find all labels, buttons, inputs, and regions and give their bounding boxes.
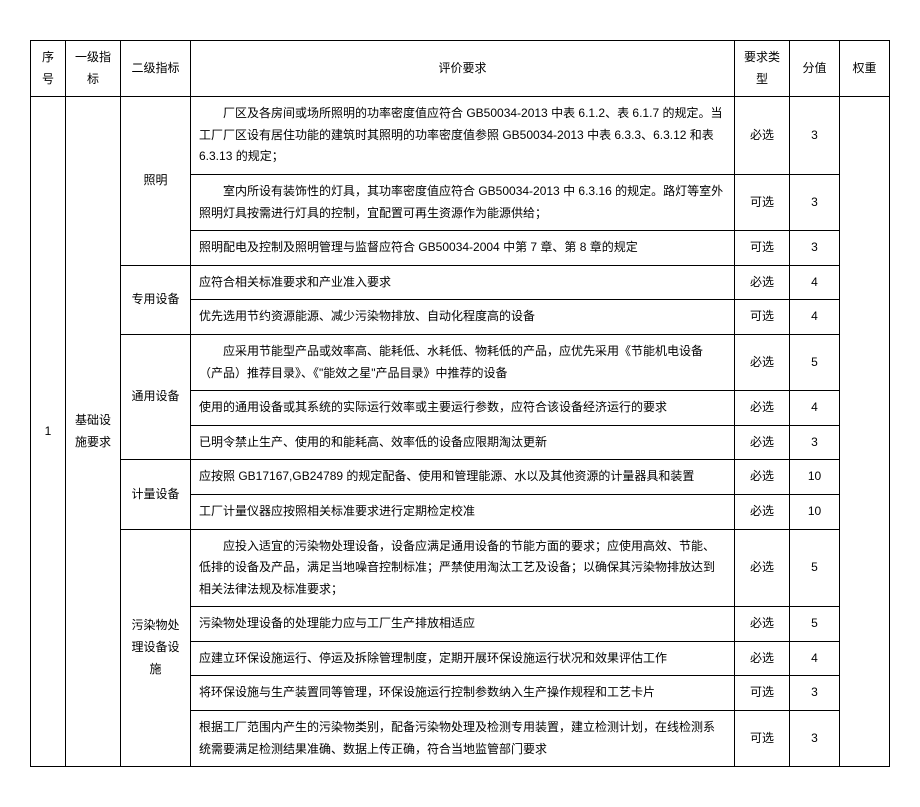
header-level1: 一级指标 — [66, 41, 121, 97]
reqtype-cell: 必选 — [735, 494, 790, 529]
header-score: 分值 — [790, 41, 840, 97]
requirement-cell: 污染物处理设备的处理能力应与工厂生产排放相适应 — [191, 607, 735, 642]
table-row: 污染物处理设备设施应投入适宜的污染物处理设备，设备应满足通用设备的节能方面的要求… — [31, 529, 890, 607]
reqtype-cell: 必选 — [735, 391, 790, 426]
level2-cell: 照明 — [121, 97, 191, 266]
score-cell: 4 — [790, 641, 840, 676]
score-cell: 3 — [790, 425, 840, 460]
score-cell: 5 — [790, 607, 840, 642]
requirement-cell: 厂区及各房间或场所照明的功率密度值应符合 GB50034-2013 中表 6.1… — [191, 97, 735, 175]
table-row: 计量设备应按照 GB17167,GB24789 的规定配备、使用和管理能源、水以… — [31, 460, 890, 495]
reqtype-cell: 可选 — [735, 174, 790, 230]
reqtype-cell: 必选 — [735, 265, 790, 300]
header-reqtype: 要求类型 — [735, 41, 790, 97]
score-cell: 3 — [790, 97, 840, 175]
requirement-cell: 工厂计量仪器应按照相关标准要求进行定期检定校准 — [191, 494, 735, 529]
reqtype-cell: 必选 — [735, 97, 790, 175]
level2-cell: 计量设备 — [121, 460, 191, 529]
table-row: 通用设备应采用节能型产品或效率高、能耗低、水耗低、物耗低的产品，应优先采用《节能… — [31, 334, 890, 390]
header-requirement: 评价要求 — [191, 41, 735, 97]
score-cell: 3 — [790, 174, 840, 230]
requirement-cell: 应建立环保设施运行、停运及拆除管理制度，定期开展环保设施运行状况和效果评估工作 — [191, 641, 735, 676]
reqtype-cell: 必选 — [735, 460, 790, 495]
requirement-cell: 优先选用节约资源能源、减少污染物排放、自动化程度高的设备 — [191, 300, 735, 335]
reqtype-cell: 可选 — [735, 676, 790, 711]
table-row: 专用设备应符合相关标准要求和产业准入要求必选4 — [31, 265, 890, 300]
reqtype-cell: 可选 — [735, 711, 790, 767]
score-cell: 5 — [790, 334, 840, 390]
score-cell: 3 — [790, 711, 840, 767]
requirement-cell: 使用的通用设备或其系统的实际运行效率或主要运行参数，应符合该设备经济运行的要求 — [191, 391, 735, 426]
reqtype-cell: 必选 — [735, 334, 790, 390]
weight-cell — [840, 97, 890, 767]
requirement-cell: 室内所设有装饰性的灯具，其功率密度值应符合 GB50034-2013 中 6.3… — [191, 174, 735, 230]
level2-cell: 专用设备 — [121, 265, 191, 334]
requirement-cell: 应按照 GB17167,GB24789 的规定配备、使用和管理能源、水以及其他资… — [191, 460, 735, 495]
reqtype-cell: 可选 — [735, 231, 790, 266]
score-cell: 3 — [790, 231, 840, 266]
requirement-cell: 照明配电及控制及照明管理与监督应符合 GB50034-2004 中第 7 章、第… — [191, 231, 735, 266]
reqtype-cell: 可选 — [735, 300, 790, 335]
score-cell: 4 — [790, 265, 840, 300]
score-cell: 4 — [790, 391, 840, 426]
requirement-cell: 将环保设施与生产装置同等管理，环保设施运行控制参数纳入生产操作规程和工艺卡片 — [191, 676, 735, 711]
header-weight: 权重 — [840, 41, 890, 97]
header-level2: 二级指标 — [121, 41, 191, 97]
header-row: 序号 一级指标 二级指标 评价要求 要求类型 分值 权重 — [31, 41, 890, 97]
level2-cell: 通用设备 — [121, 334, 191, 459]
score-cell: 4 — [790, 300, 840, 335]
requirement-cell: 应符合相关标准要求和产业准入要求 — [191, 265, 735, 300]
header-seq: 序号 — [31, 41, 66, 97]
requirement-cell: 根据工厂范围内产生的污染物类别，配备污染物处理及检测专用装置，建立检测计划，在线… — [191, 711, 735, 767]
reqtype-cell: 必选 — [735, 607, 790, 642]
reqtype-cell: 必选 — [735, 641, 790, 676]
requirement-cell: 已明令禁止生产、使用的和能耗高、效率低的设备应限期淘汰更新 — [191, 425, 735, 460]
reqtype-cell: 必选 — [735, 529, 790, 607]
requirement-cell: 应采用节能型产品或效率高、能耗低、水耗低、物耗低的产品，应优先采用《节能机电设备… — [191, 334, 735, 390]
score-cell: 10 — [790, 494, 840, 529]
reqtype-cell: 必选 — [735, 425, 790, 460]
table-row: 1基础设施要求照明厂区及各房间或场所照明的功率密度值应符合 GB50034-20… — [31, 97, 890, 175]
requirement-cell: 应投入适宜的污染物处理设备，设备应满足通用设备的节能方面的要求；应使用高效、节能… — [191, 529, 735, 607]
level1-cell: 基础设施要求 — [66, 97, 121, 767]
score-cell: 3 — [790, 676, 840, 711]
score-cell: 5 — [790, 529, 840, 607]
score-cell: 10 — [790, 460, 840, 495]
level2-cell: 污染物处理设备设施 — [121, 529, 191, 767]
seq-cell: 1 — [31, 97, 66, 767]
evaluation-table: 序号 一级指标 二级指标 评价要求 要求类型 分值 权重 1基础设施要求照明厂区… — [30, 40, 890, 767]
